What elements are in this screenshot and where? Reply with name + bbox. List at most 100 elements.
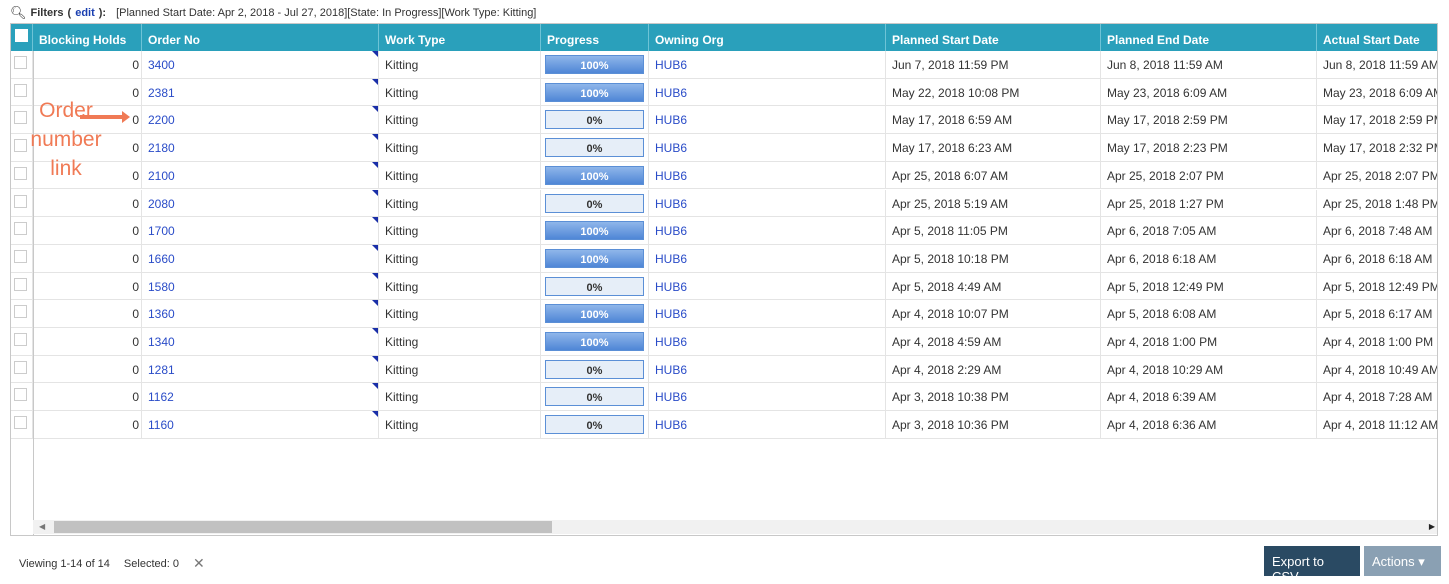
owning-org-cell: HUB6 [649, 411, 886, 438]
actual-start: Apr 4, 2018 11:12 AM [1317, 411, 1437, 438]
order-no-cell: 1162 [142, 383, 379, 411]
row-checkbox[interactable] [14, 139, 27, 153]
order-number-link[interactable]: 1162 [148, 390, 174, 405]
row-select[interactable] [11, 383, 33, 411]
planned-start: Apr 3, 2018 10:38 PM [886, 383, 1101, 411]
order-number-link[interactable]: 3400 [148, 58, 175, 72]
owning-org-link[interactable]: HUB6 [655, 196, 688, 211]
actual-start: Apr 6, 2018 7:48 AM [1317, 217, 1437, 244]
orders-grid: Blocking Holds Order No Work Type Progre… [10, 23, 1438, 536]
order-no-cell: 1580 [142, 272, 379, 300]
select-all-checkbox[interactable] [15, 29, 28, 42]
planned-start: Apr 4, 2018 2:29 AM [886, 355, 1101, 383]
row-select[interactable] [11, 300, 33, 327]
owning-org-link[interactable]: HUB6 [655, 85, 688, 100]
progress-bar: 0% [545, 110, 644, 130]
owning-org-cell: HUB6 [649, 272, 886, 300]
row-select[interactable] [11, 272, 33, 300]
row-select[interactable] [11, 244, 33, 272]
table-row: 0 1580 Kitting 0% HUB6 Apr 5, 2018 4:49 … [11, 272, 1437, 301]
owning-org-link[interactable]: HUB6 [655, 168, 688, 183]
owning-org-link[interactable]: HUB6 [655, 224, 688, 239]
row-select[interactable] [11, 355, 33, 383]
planned-end: Apr 4, 2018 10:29 AM [1101, 355, 1317, 383]
scrollbar-thumb[interactable] [54, 521, 552, 533]
actual-start: Apr 25, 2018 2:07 PM [1317, 162, 1437, 189]
col-order-no[interactable]: Order No [142, 24, 379, 51]
row-select[interactable] [11, 217, 33, 244]
row-checkbox[interactable] [14, 277, 27, 291]
order-number-link[interactable]: 1340 [148, 335, 175, 349]
row-checkbox[interactable] [14, 360, 27, 374]
scroll-right-icon[interactable]: ▶ [1428, 522, 1435, 531]
row-select[interactable] [11, 161, 33, 189]
col-progress[interactable]: Progress [541, 24, 649, 51]
order-number-link[interactable]: 1160 [148, 418, 174, 433]
owning-org-cell: HUB6 [649, 189, 886, 217]
row-checkbox[interactable] [14, 388, 27, 402]
row-checkbox[interactable] [14, 166, 27, 180]
row-select[interactable] [11, 134, 33, 161]
row-checkbox[interactable] [14, 249, 27, 263]
owning-org-link[interactable]: HUB6 [655, 307, 688, 322]
row-checkbox[interactable] [14, 83, 27, 97]
owning-org-link[interactable]: HUB6 [655, 58, 688, 72]
owning-org-link[interactable]: HUB6 [655, 362, 688, 377]
order-number-link[interactable]: 1281 [148, 362, 175, 377]
order-number-link[interactable]: 1700 [148, 224, 175, 239]
row-select[interactable] [11, 411, 33, 438]
progress-bar: 100% [545, 221, 644, 241]
col-actual-start[interactable]: Actual Start Date [1317, 24, 1437, 51]
order-number-link[interactable]: 1580 [148, 279, 175, 294]
owning-org-link[interactable]: HUB6 [655, 418, 688, 433]
order-number-link[interactable]: 2100 [148, 168, 175, 183]
owning-org-link[interactable]: HUB6 [655, 335, 688, 349]
row-select[interactable] [11, 51, 33, 78]
col-work-type[interactable]: Work Type [379, 24, 541, 51]
row-select[interactable] [11, 328, 33, 355]
blocking-holds: 0 [33, 134, 142, 161]
owning-org-link[interactable]: HUB6 [655, 113, 688, 128]
horizontal-scrollbar[interactable]: ◀ ▶ [33, 520, 1437, 534]
progress-cell: 100% [541, 51, 649, 78]
row-checkbox[interactable] [14, 416, 27, 430]
owning-org-link[interactable]: HUB6 [655, 390, 688, 405]
row-checkbox[interactable] [14, 305, 27, 319]
owning-org-link[interactable]: HUB6 [655, 279, 688, 294]
edit-filters-link[interactable]: edit [75, 7, 95, 19]
col-blocking-holds[interactable]: Blocking Holds [33, 24, 142, 51]
row-select[interactable] [11, 106, 33, 134]
order-no-cell: 1340 [142, 328, 379, 355]
owning-org-link[interactable]: HUB6 [655, 251, 688, 266]
clear-selection-icon[interactable]: ✕ [192, 555, 205, 571]
order-number-link[interactable]: 1660 [148, 251, 175, 266]
col-planned-start[interactable]: Planned Start Date [886, 24, 1101, 51]
progress-bar: 0% [545, 387, 644, 407]
annotation-label: Order number link [30, 99, 102, 180]
scroll-left-icon[interactable]: ◀ [39, 522, 46, 531]
order-number-link[interactable]: 2200 [148, 113, 175, 128]
order-number-link[interactable]: 2381 [148, 85, 175, 100]
planned-end: Apr 4, 2018 6:39 AM [1101, 383, 1317, 411]
row-checkbox[interactable] [14, 222, 27, 236]
blocking-holds: 0 [33, 189, 142, 217]
row-checkbox[interactable] [14, 333, 27, 346]
row-checkbox[interactable] [14, 111, 27, 125]
row-select[interactable] [11, 78, 33, 106]
corner-marker-icon [372, 272, 378, 279]
corner-marker-icon [372, 217, 378, 224]
export-csv-button[interactable]: Export to CSV [1264, 546, 1360, 584]
owning-org-link[interactable]: HUB6 [655, 141, 688, 156]
row-select[interactable] [11, 189, 33, 217]
col-planned-end[interactable]: Planned End Date [1101, 24, 1317, 51]
row-checkbox[interactable] [14, 56, 27, 69]
order-number-link[interactable]: 1360 [148, 307, 175, 322]
owning-org-cell: HUB6 [649, 106, 886, 134]
select-all[interactable] [11, 24, 33, 51]
col-owning-org[interactable]: Owning Org [649, 24, 886, 51]
actions-button[interactable]: Actions ▾ [1364, 546, 1441, 576]
order-number-link[interactable]: 2080 [148, 196, 175, 211]
order-number-link[interactable]: 2180 [148, 141, 175, 156]
row-checkbox[interactable] [14, 194, 27, 208]
order-no-cell: 2200 [142, 106, 379, 134]
